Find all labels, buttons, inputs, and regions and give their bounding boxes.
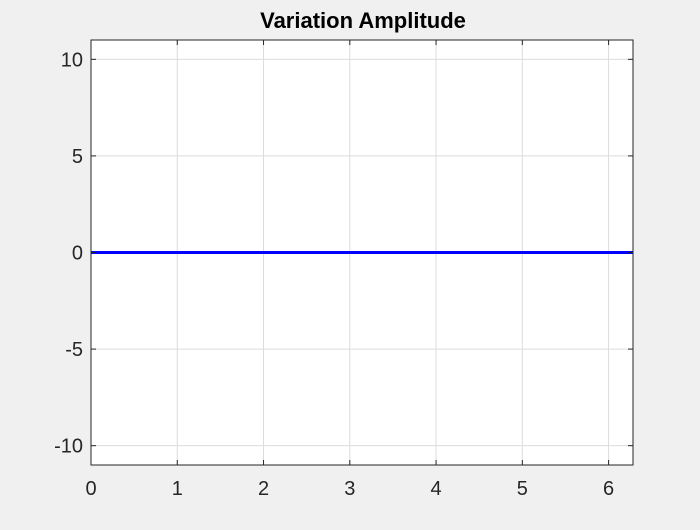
x-tick-label: 0	[85, 478, 96, 500]
y-tick-label: 0	[72, 243, 83, 265]
y-tick-label: -10	[54, 436, 83, 458]
y-tick-label: 10	[61, 49, 83, 71]
x-tick-label: 5	[517, 478, 528, 500]
y-tick-label: -5	[65, 339, 83, 361]
x-tick-label: 3	[344, 478, 355, 500]
x-tick-label: 2	[258, 478, 269, 500]
x-tick-label: 6	[603, 478, 614, 500]
x-tick-label: 1	[172, 478, 183, 500]
axes	[90, 39, 634, 466]
tick-labels: 0 1 2 3 4 5 6 -10 -5 0 5 10	[54, 49, 614, 500]
y-tick-label: 5	[72, 146, 83, 168]
chart-title: Variation Amplitude	[260, 8, 466, 33]
x-tick-label: 4	[430, 478, 441, 500]
